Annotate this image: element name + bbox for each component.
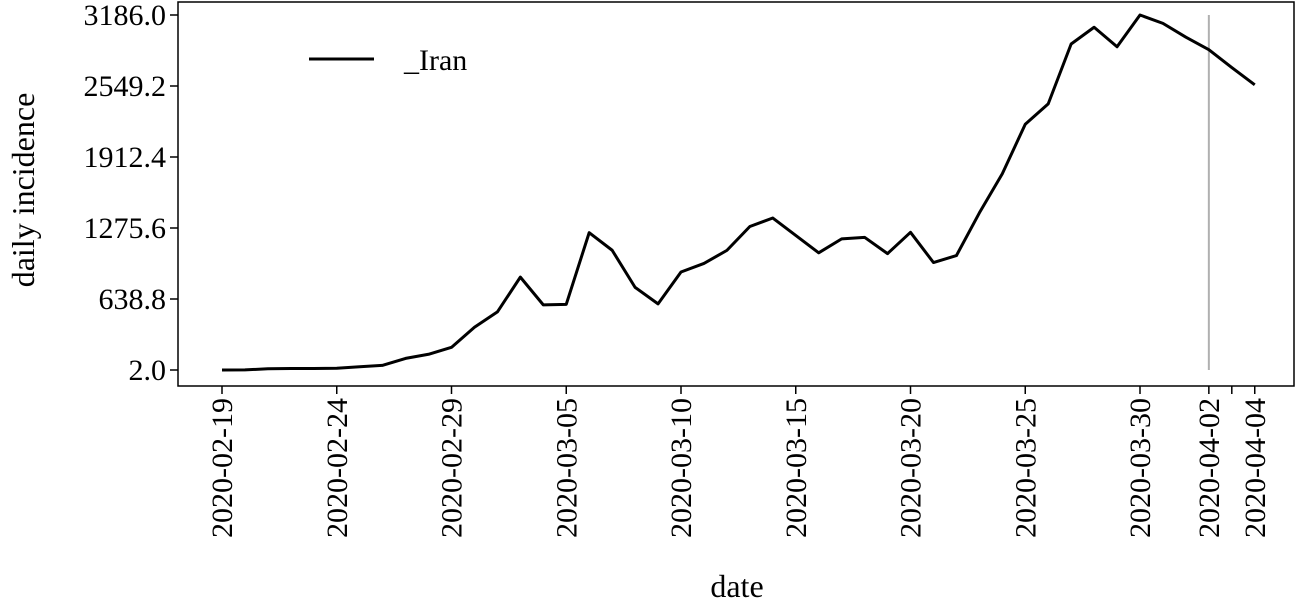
y-tick-label: 1275.6 <box>84 212 167 245</box>
y-tick-label: 1912.4 <box>84 141 167 174</box>
x-tick-label: 2020-03-30 <box>1124 398 1157 538</box>
x-tick-label: 2020-03-25 <box>1009 398 1042 538</box>
y-axis-title: daily incidence <box>5 93 41 288</box>
x-tick-label: 2020-03-05 <box>550 398 583 538</box>
x-tick-label: 2020-03-20 <box>895 398 928 538</box>
series-line <box>221 13 1256 372</box>
x-tick-label: 2020-04-04 <box>1239 398 1272 538</box>
plot-frame <box>177 1 1295 387</box>
legend-entry: _Iran <box>403 44 467 77</box>
x-tick-label: 2020-04-02 <box>1193 398 1226 538</box>
x-tick-label: 2020-02-19 <box>206 398 239 538</box>
y-tick-label: 2.0 <box>129 354 167 387</box>
legend: _Iran <box>309 44 467 77</box>
x-tick-label: 2020-02-24 <box>321 398 354 538</box>
y-axis: 2.0 638.8 1275.6 1912.4 2549.2 3186.0 <box>84 0 178 387</box>
series-layer <box>221 13 1256 372</box>
x-tick-label: 2020-03-15 <box>780 398 813 538</box>
y-tick-label: 2549.2 <box>84 70 167 103</box>
x-axis-title: date <box>710 568 763 600</box>
y-tick-label: 3186.0 <box>84 0 167 32</box>
x-axis: 2020-02-19 2020-02-24 2020-02-29 2020-03-05… <box>206 386 1272 538</box>
y-tick-label: 638.8 <box>99 283 167 316</box>
x-tick-label: 2020-03-10 <box>665 398 698 538</box>
x-tick-label: 2020-02-29 <box>436 398 469 538</box>
